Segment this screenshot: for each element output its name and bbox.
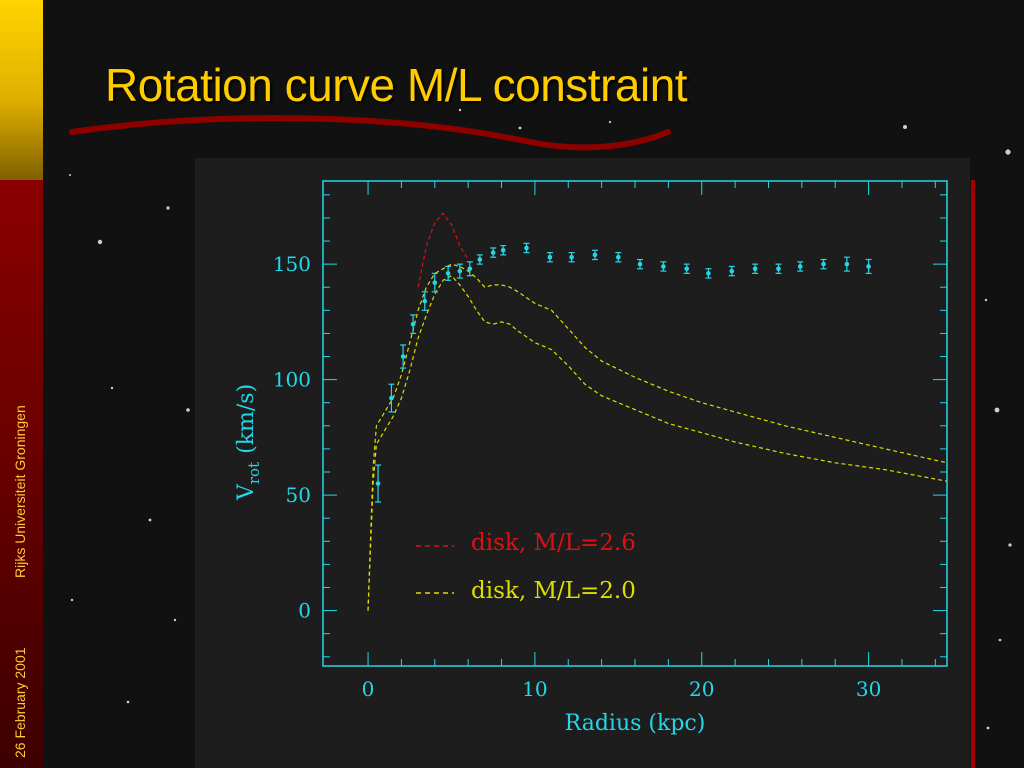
data-point — [821, 261, 826, 267]
sidebar-accent-bottom — [0, 180, 43, 768]
x-tick-label: 30 — [856, 677, 881, 701]
data-points — [375, 242, 872, 503]
model-curve — [417, 212, 469, 288]
data-point — [490, 250, 496, 255]
slide-title: Rotation curve M/L constraint — [105, 59, 688, 111]
legend-label-m20: disk, M/L=2.0 — [471, 578, 636, 604]
data-point — [432, 280, 438, 285]
x-tick-label: 0 — [362, 677, 375, 701]
data-point — [422, 298, 428, 304]
data-point — [375, 481, 381, 486]
model-curve — [367, 263, 948, 611]
y-axis-title-sub: rot — [245, 462, 263, 484]
data-point — [547, 254, 553, 260]
data-point — [410, 321, 416, 327]
data-point — [684, 266, 690, 272]
data-point — [467, 266, 473, 272]
model-curves — [367, 212, 948, 611]
legend-label-m26: disk, M/L=2.6 — [471, 530, 636, 556]
x-axis-title: Radius (kpc) — [565, 711, 706, 736]
data-point — [729, 268, 735, 274]
data-point — [592, 252, 598, 258]
data-point — [389, 395, 394, 401]
data-point — [569, 254, 574, 260]
data-point — [457, 268, 463, 274]
legend: disk, M/L=2.6 disk, M/L=2.0 — [416, 530, 636, 604]
data-point — [797, 264, 803, 269]
y-axis-title-main: V — [234, 483, 259, 501]
data-point — [500, 247, 506, 253]
right-accent-bar — [971, 180, 975, 768]
title-underline-swoosh — [69, 115, 671, 151]
data-point — [400, 354, 406, 359]
y-tick-label: 50 — [286, 483, 311, 507]
data-point — [844, 261, 850, 267]
data-point — [445, 271, 451, 276]
data-point — [616, 254, 621, 260]
data-point — [637, 261, 643, 267]
data-point — [524, 245, 529, 251]
y-axis-title: Vrot (km/s) — [234, 384, 263, 501]
sidebar-accent-top — [0, 0, 43, 180]
x-tick-label: 20 — [689, 677, 714, 701]
data-point — [477, 257, 483, 262]
data-point — [752, 266, 758, 272]
y-axis-title-unit: (km/s) — [234, 384, 259, 454]
axis-ticks — [323, 181, 947, 666]
y-tick-label: 100 — [273, 368, 311, 392]
x-tick-label: 10 — [522, 677, 547, 701]
data-point — [661, 264, 666, 269]
data-point — [776, 266, 781, 272]
data-point — [706, 271, 711, 276]
tick-labels: 0 10 20 30 0 50 100 150 — [273, 252, 881, 701]
y-tick-label: 150 — [273, 252, 311, 276]
data-point — [866, 264, 871, 269]
y-tick-label: 0 — [298, 599, 311, 623]
